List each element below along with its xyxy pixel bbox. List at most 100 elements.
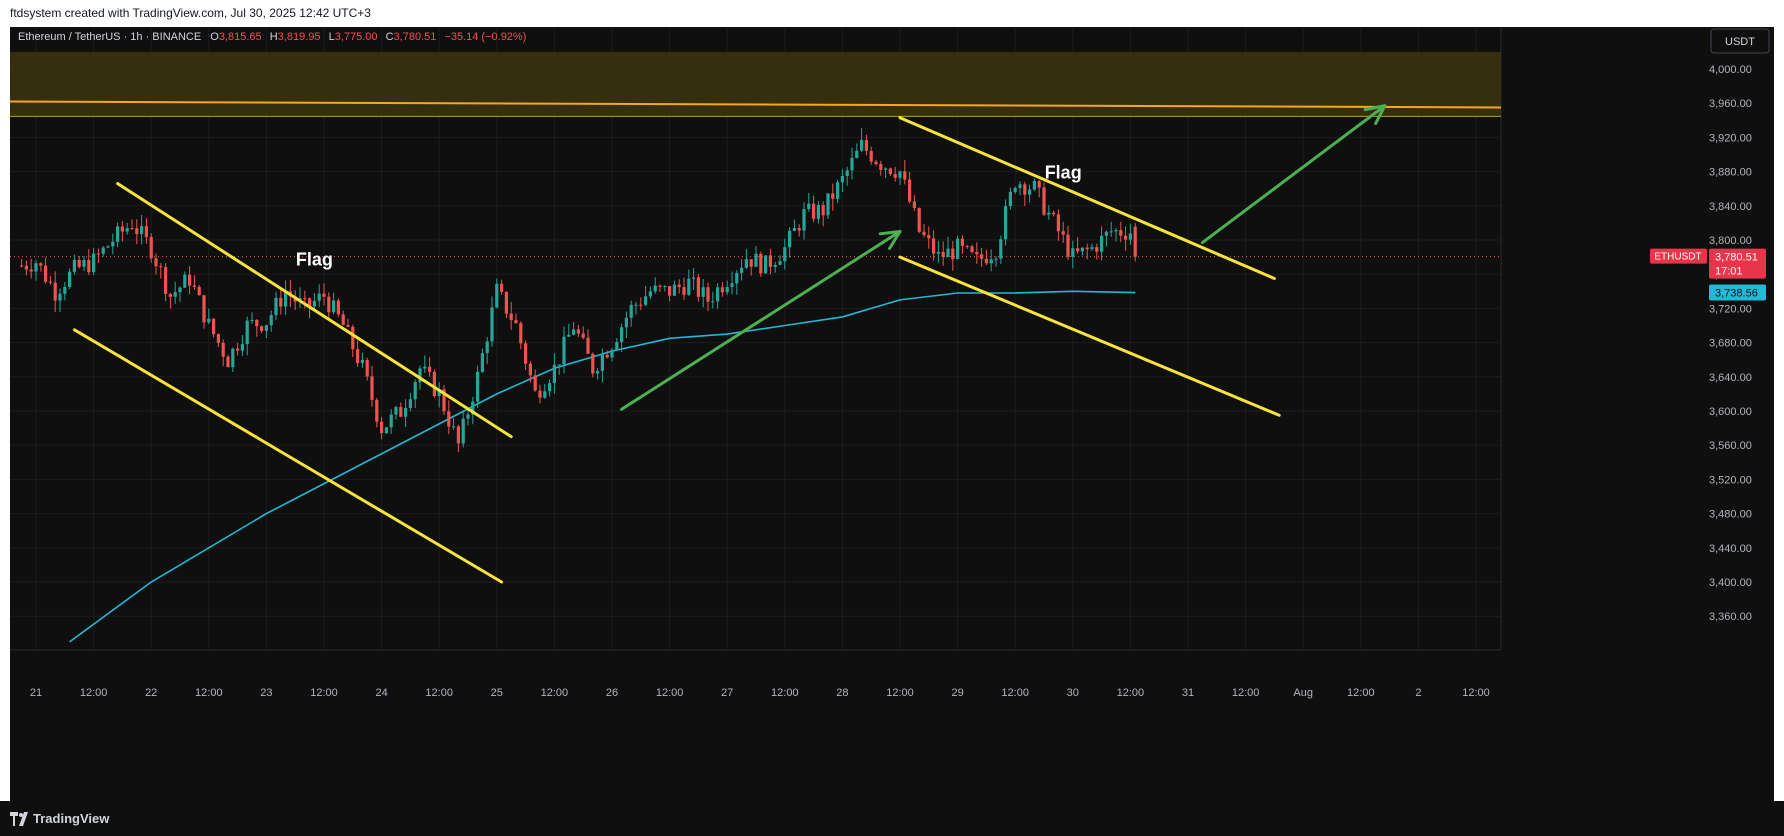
candle-body	[509, 313, 513, 321]
x-tick-label: 27	[721, 687, 733, 699]
candle-body	[802, 209, 806, 231]
caption-text: ftdsystem created with TradingView.com, …	[10, 6, 371, 20]
chart-svg[interactable]: 4,000.00 3,960.00 3,920.00 3,880.00 3,840.00…	[9, 27, 1774, 801]
y-tick-label: 3,800.00	[1709, 235, 1752, 247]
flag-label-right[interactable]: Flag	[1045, 162, 1082, 182]
arrow-2-head[interactable]	[1363, 104, 1387, 112]
arrow-1-head[interactable]	[878, 229, 902, 236]
y-tick-label: 3,480.00	[1709, 509, 1752, 521]
legend-open-label: O	[210, 31, 219, 43]
candle-body	[548, 383, 552, 392]
candle-body	[404, 407, 408, 417]
x-tick-label: 24	[375, 687, 387, 699]
x-tick-label: Aug	[1293, 687, 1313, 699]
candle-body	[701, 287, 705, 297]
candle-body	[471, 401, 475, 415]
time-axis[interactable]: 21 12:00 22 12:00 23 12:00 24 12:00 25 12:00 26 12:…	[30, 687, 1490, 699]
candle-body	[567, 334, 571, 337]
candle-body	[648, 291, 652, 297]
candle-body	[394, 407, 398, 415]
candle-body	[63, 286, 67, 294]
price-axis[interactable]: 4,000.00 3,960.00 3,920.00 3,880.00 3,840.00…	[1709, 64, 1752, 623]
x-tick-label: 12:00	[771, 687, 799, 699]
x-tick-label: 12:00	[541, 687, 569, 699]
candle-body	[696, 277, 700, 297]
flag-label-left[interactable]: Flag	[296, 250, 333, 270]
tradingview-logo-icon[interactable]	[10, 812, 30, 826]
candle-body	[96, 253, 100, 255]
candle-body	[840, 175, 844, 183]
candle-body	[591, 353, 595, 374]
candle-body	[893, 173, 897, 178]
candle-body	[519, 323, 523, 344]
candle-body	[864, 140, 868, 151]
y-tick-label: 3,640.00	[1709, 372, 1752, 384]
arrow-1-shaft[interactable]	[620, 229, 902, 411]
candle-body	[154, 258, 158, 267]
candle-body	[730, 283, 734, 287]
y-tick-label: 3,440.00	[1709, 543, 1752, 555]
x-tick-label: 22	[145, 687, 157, 699]
candle-body	[216, 334, 220, 343]
resistance-line[interactable]	[9, 100, 1502, 109]
candle-body	[485, 341, 489, 354]
currency-button[interactable]: USDT	[1710, 28, 1770, 54]
candle-body	[576, 329, 580, 334]
candle-body	[135, 228, 139, 235]
ma-tag-bg	[1709, 284, 1766, 301]
arrow-2-shaft[interactable]	[1200, 104, 1387, 245]
candle-body	[260, 326, 264, 331]
footer-brand[interactable]: TradingView	[33, 811, 110, 826]
candle-body	[255, 319, 259, 327]
x-tick-label: 12:00	[656, 687, 684, 699]
candle-body	[653, 285, 657, 292]
x-tick-label: 25	[491, 687, 503, 699]
caption-bar: ftdsystem created with TradingView.com, …	[0, 0, 1784, 27]
chart-area[interactable]: 4,000.00 3,960.00 3,920.00 3,880.00 3,840.00…	[9, 27, 1774, 801]
flag-2-upper-line[interactable]	[898, 116, 1276, 280]
flag-1-upper-line[interactable]	[116, 182, 513, 439]
candle-body	[168, 293, 172, 297]
candle-body	[677, 284, 681, 288]
price-tag-countdown: 17:01	[1715, 266, 1743, 278]
candle-body	[821, 205, 825, 216]
candle-body	[600, 354, 604, 371]
candle-body	[437, 389, 441, 396]
candle-body	[178, 287, 182, 293]
candle-body	[816, 205, 820, 219]
candle-body	[500, 283, 504, 292]
flag-2-lower-line[interactable]	[898, 255, 1281, 417]
candle-body	[159, 266, 163, 268]
candle-body	[984, 258, 988, 264]
candle-body	[797, 228, 801, 231]
candle-body	[720, 287, 724, 293]
candle-body	[284, 291, 288, 307]
candle-body	[749, 259, 753, 267]
candle-body	[706, 287, 710, 302]
candle-body	[29, 269, 33, 272]
candle-body	[1061, 231, 1065, 235]
grid	[10, 27, 1502, 651]
y-tick-label: 3,520.00	[1709, 474, 1752, 486]
moving-average-line[interactable]	[69, 290, 1136, 643]
candle-body	[125, 228, 129, 232]
candle-body	[1028, 189, 1032, 195]
candle-body	[183, 274, 187, 288]
candle-body	[77, 259, 81, 267]
candle-body	[1114, 230, 1118, 232]
arrow-2-head[interactable]	[1374, 104, 1387, 126]
candle-body	[663, 286, 667, 288]
candle-body	[788, 230, 792, 248]
candle-body	[452, 426, 456, 428]
flag-1-lower-line[interactable]	[72, 328, 504, 584]
price-tag-symbol-bg	[1650, 248, 1707, 264]
x-tick-label: 28	[836, 687, 848, 699]
trendlines[interactable]	[72, 116, 1281, 584]
candle-body	[956, 238, 960, 259]
candle-body	[552, 364, 556, 384]
candle-body	[480, 353, 484, 372]
arrow-1-head[interactable]	[888, 229, 902, 250]
arrows[interactable]	[620, 104, 1387, 411]
candle-body	[461, 418, 465, 444]
legend-low: 3,775.00	[335, 31, 378, 43]
